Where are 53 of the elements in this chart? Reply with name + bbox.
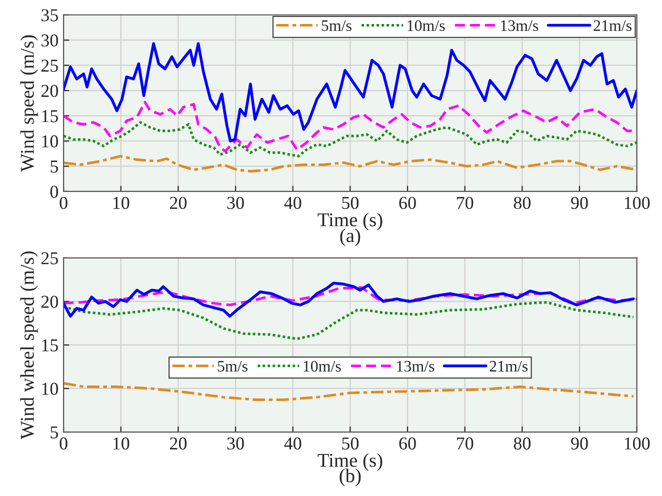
legend-label: 5m/s — [322, 20, 352, 32]
y-axis-title: Wind speed (m/s) — [20, 35, 38, 172]
x-tick-label: 100 — [624, 437, 650, 450]
legend-label: 13m/s — [501, 20, 538, 32]
x-tick-label: 70 — [457, 437, 474, 450]
y-tick-label: 25 — [41, 252, 58, 264]
x-tick-label: 10 — [113, 437, 130, 450]
x-tick-label: 40 — [284, 196, 302, 210]
line-series — [64, 286, 637, 306]
x-tick-label: 0 — [60, 437, 68, 450]
x-tick-label: 20 — [170, 196, 187, 210]
x-tick-label: 90 — [571, 437, 588, 450]
x-tick-label: 100 — [624, 196, 650, 210]
x-tick-label: 0 — [60, 196, 68, 210]
x-tick-label: 90 — [571, 196, 588, 210]
legend-label: 5m/s — [218, 360, 248, 372]
x-tick-label: 50 — [342, 196, 359, 210]
x-tick-label: 30 — [227, 196, 244, 210]
legend-label: 10m/s — [304, 360, 341, 372]
y-tick-label: 0 — [50, 186, 58, 198]
legend-label: 10m/s — [408, 20, 445, 32]
y-tick-label: 5 — [50, 160, 58, 173]
legend-label: 21m/s — [490, 360, 528, 372]
line-series — [64, 282, 635, 318]
x-tick-label: 80 — [514, 437, 531, 450]
x-tick-label: 30 — [227, 437, 244, 450]
y-tick-label: 30 — [42, 34, 58, 47]
x-tick-label: 20 — [170, 437, 187, 450]
x-tick-label: 70 — [457, 196, 474, 210]
text: (b) — [340, 468, 361, 486]
y-axis-title: Wind wheel speed (m/s) — [20, 251, 38, 440]
line-series — [64, 301, 635, 340]
x-tick-label: 60 — [399, 437, 416, 450]
y-tick-label: 20 — [41, 296, 58, 308]
x-tick-label: 40 — [284, 437, 302, 450]
y-tick-label: 15 — [42, 339, 58, 352]
y-tick-label: 15 — [42, 110, 58, 122]
line-series — [64, 382, 635, 402]
text: (a) — [340, 228, 360, 246]
x-tick-label: 10 — [113, 196, 130, 210]
line-series — [64, 42, 637, 142]
y-tick-label: 10 — [42, 135, 58, 148]
y-tick-label: 20 — [41, 84, 58, 97]
y-tick-label: 25 — [41, 60, 58, 72]
y-tick-label: 10 — [42, 382, 58, 395]
x-tick-label: 50 — [342, 437, 359, 450]
y-tick-label: 35 — [42, 9, 58, 22]
line-series — [64, 121, 637, 158]
y-tick-label: 5 — [50, 426, 58, 438]
x-tick-label: 60 — [399, 196, 416, 210]
legend-label: 21m/s — [594, 20, 632, 32]
x-tick-label: 80 — [514, 196, 531, 210]
legend-label: 13m/s — [397, 360, 434, 372]
